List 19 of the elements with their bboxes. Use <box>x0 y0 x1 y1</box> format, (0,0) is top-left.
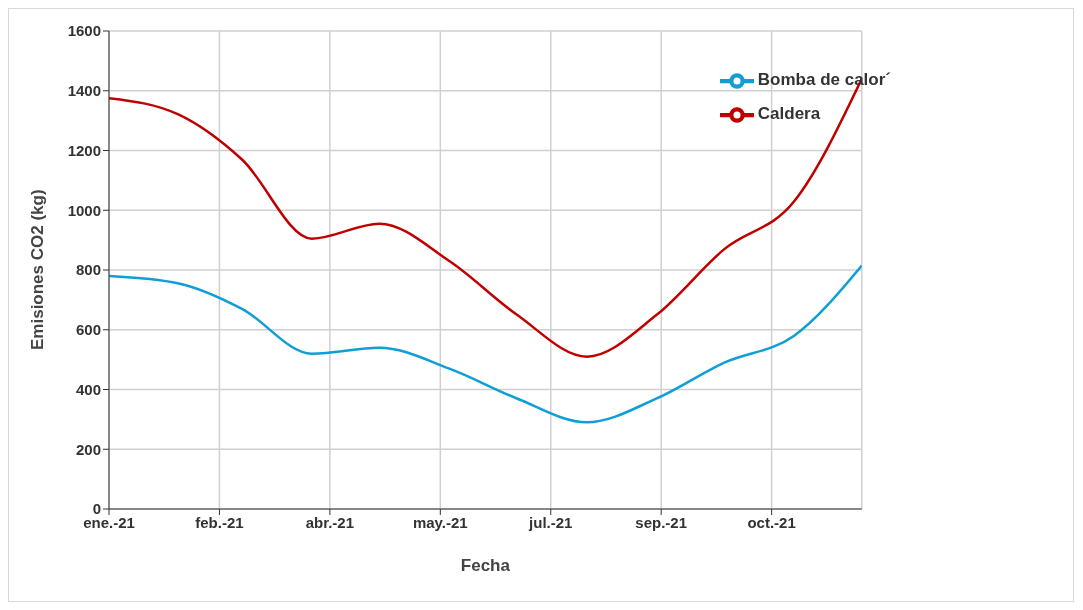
legend-label: Bomba de calor´ <box>757 70 891 90</box>
y-tick-label: 1000 <box>67 201 101 219</box>
y-tick-label: 400 <box>75 380 101 398</box>
y-tick-label: 1600 <box>67 22 101 40</box>
line-series <box>109 264 862 424</box>
y-tick-label: 1200 <box>67 141 101 159</box>
x-tick-label: jul.-21 <box>528 513 573 531</box>
y-axis-title: Emisiones CO2 (kg) <box>28 189 48 350</box>
x-axis-title: Fecha <box>460 556 511 575</box>
x-tick-label: sep.-21 <box>635 513 688 531</box>
x-tick-label: feb.-21 <box>195 513 244 531</box>
y-tick-label: 200 <box>75 440 101 458</box>
x-tick-label: abr.-21 <box>305 513 355 531</box>
y-tick-label: 600 <box>75 321 101 339</box>
x-tick-label: may.-21 <box>412 513 468 531</box>
x-tick-label: oct.-21 <box>747 513 796 531</box>
y-tick-label: 1400 <box>67 82 101 100</box>
y-tick-label: 800 <box>75 261 101 279</box>
legend-label: Caldera <box>757 104 821 124</box>
